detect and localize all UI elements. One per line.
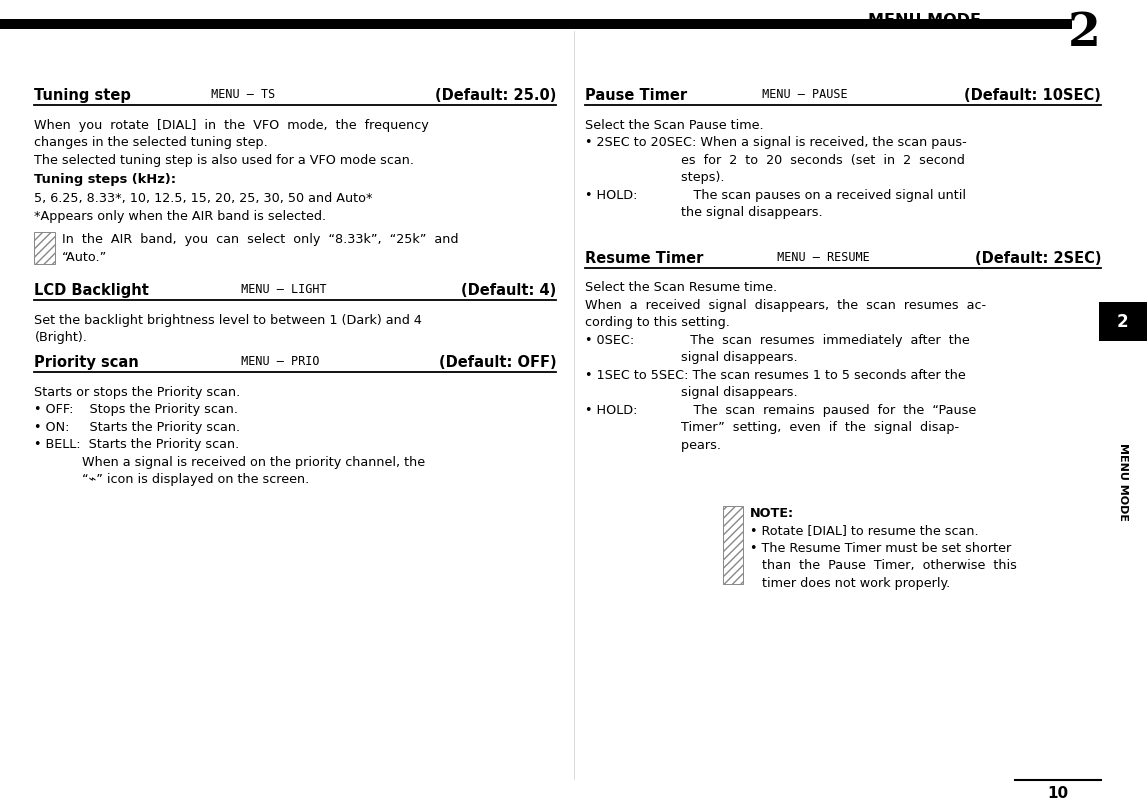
Text: 10: 10	[1047, 785, 1068, 801]
Text: Tuning steps (kHz):: Tuning steps (kHz):	[34, 173, 177, 185]
Text: (Default: 10SEC): (Default: 10SEC)	[965, 88, 1101, 104]
Text: (Default: 2SEC): (Default: 2SEC)	[975, 251, 1101, 266]
Text: (Default: OFF): (Default: OFF)	[438, 355, 556, 370]
Text: MENU – TS: MENU – TS	[204, 88, 275, 101]
Text: MENU – PAUSE: MENU – PAUSE	[755, 88, 848, 101]
Text: (Default: 4): (Default: 4)	[461, 283, 556, 298]
Text: In  the  AIR  band,  you  can  select  only  “8.33k”,  “25k”  and
“Auto.”: In the AIR band, you can select only “8.…	[62, 233, 459, 263]
Text: Resume Timer: Resume Timer	[585, 251, 703, 266]
Text: LCD Backlight: LCD Backlight	[34, 283, 149, 298]
Text: Pause Timer: Pause Timer	[585, 88, 687, 104]
Text: NOTE:: NOTE:	[750, 506, 794, 519]
Text: Priority scan: Priority scan	[34, 355, 139, 370]
Text: Starts or stops the Priority scan.
• OFF:    Stops the Priority scan.
• ON:     : Starts or stops the Priority scan. • OFF…	[34, 385, 426, 486]
Text: Select the Scan Pause time.
• 2SEC to 20SEC: When a signal is received, the scan: Select the Scan Pause time. • 2SEC to 20…	[585, 119, 967, 219]
Text: (Default: 25.0): (Default: 25.0)	[435, 88, 556, 104]
Text: MENU – LIGHT: MENU – LIGHT	[234, 283, 327, 296]
Bar	[723, 506, 743, 585]
Text: Select the Scan Resume time.
When  a  received  signal  disappears,  the  scan  : Select the Scan Resume time. When a rece…	[585, 281, 986, 451]
Text: MENU – PRIO: MENU – PRIO	[234, 355, 320, 368]
Text: 2: 2	[1068, 10, 1100, 55]
Text: • Rotate [DIAL] to resume the scan.
• The Resume Timer must be set shorter
   th: • Rotate [DIAL] to resume the scan. • Th…	[750, 524, 1017, 589]
Text: 2: 2	[1117, 313, 1129, 331]
Text: MENU MODE: MENU MODE	[867, 13, 981, 28]
Text: MENU MODE: MENU MODE	[1118, 442, 1128, 521]
Bar	[0, 20, 1072, 30]
Text: 5, 6.25, 8.33*, 10, 12.5, 15, 20, 25, 30, 50 and Auto*
*Appears only when the AI: 5, 6.25, 8.33*, 10, 12.5, 15, 20, 25, 30…	[34, 192, 373, 222]
Text: MENU – RESUME: MENU – RESUME	[770, 251, 869, 263]
Text: When  you  rotate  [DIAL]  in  the  VFO  mode,  the  frequency
changes in the se: When you rotate [DIAL] in the VFO mode, …	[34, 119, 429, 167]
Text: Tuning step: Tuning step	[34, 88, 131, 104]
Bar	[1099, 303, 1147, 341]
Bar	[34, 233, 55, 265]
Text: Set the backlight brightness level to between 1 (Dark) and 4
(Bright).: Set the backlight brightness level to be…	[34, 313, 422, 344]
